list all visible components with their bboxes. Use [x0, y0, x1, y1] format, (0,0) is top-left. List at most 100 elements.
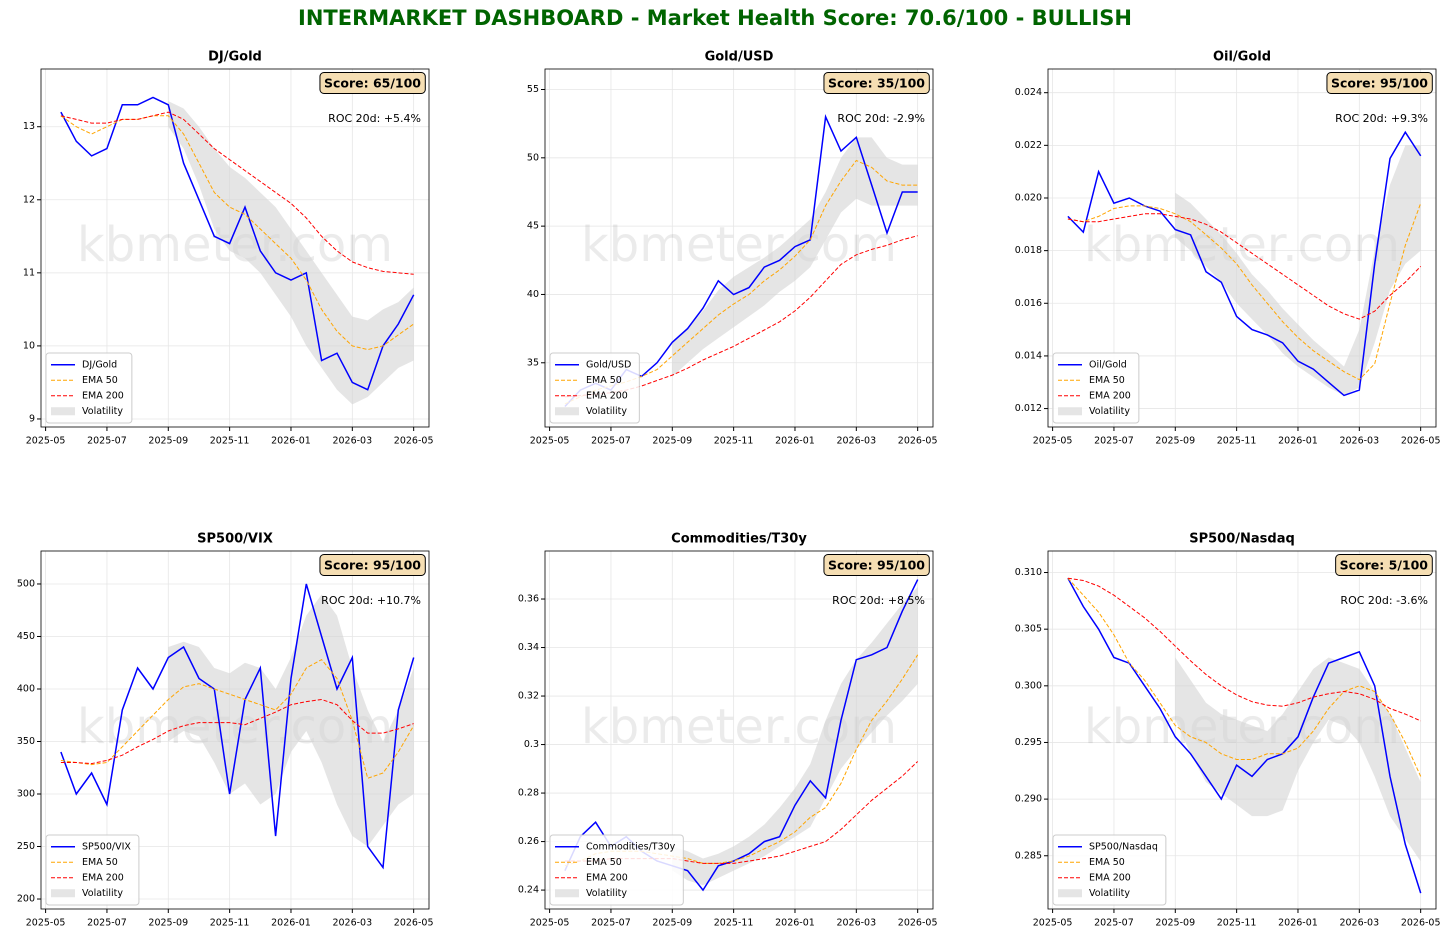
x-tick-label: 2026-05 [898, 436, 938, 447]
subplot-title: Commodities/T30y [671, 532, 807, 547]
y-tick-label: 12 [23, 194, 35, 205]
ema-line [60, 658, 415, 779]
legend-swatch [555, 407, 579, 416]
y-tick-label: 250 [17, 841, 35, 852]
y-tick-label: 0.285 [1015, 850, 1042, 861]
subplot: 2025-05 2025-07 2025-09 2025-11 2026-01 2026-… [1015, 50, 1441, 447]
legend-label: Volatility [82, 406, 123, 417]
ema-line [1067, 203, 1422, 381]
legend-box [549, 834, 684, 906]
ema-line [1067, 577, 1422, 777]
subplot-title: SP500/Nasdaq [1189, 532, 1295, 547]
x-tick-label: 2025-11 [210, 918, 250, 929]
x-tick-label: 2026-01 [1278, 918, 1318, 929]
legend-swatch [51, 889, 75, 898]
y-tick-label: 0.014 [1015, 350, 1042, 361]
x-tick-label: 2025-07 [87, 436, 127, 447]
x-tick-label: 2026-03 [332, 436, 372, 447]
legend-label: EMA 50 [82, 375, 118, 386]
x-tick-label: 2025-09 [1155, 918, 1195, 929]
x-tick-label: 2025-11 [714, 918, 754, 929]
y-tick-label: 0.36 [518, 594, 539, 605]
y-tick-label: 0.300 [1015, 680, 1042, 691]
y-tick-label: 300 [17, 789, 35, 800]
y-tick-label: 0.295 [1015, 737, 1042, 748]
y-tick-label: 0.020 [1015, 192, 1042, 203]
x-tick-label: 2025-09 [148, 436, 188, 447]
legend-label: EMA 50 [586, 375, 622, 386]
price-line [1067, 577, 1422, 894]
legend-label: EMA 50 [1089, 857, 1125, 868]
ema-line [60, 111, 414, 275]
subplot-title: Gold/USD [705, 50, 774, 65]
x-tick-label: 2025-05 [530, 436, 570, 447]
subplot: 2025-05 2025-07 2025-09 2025-11 2026-01 2026-… [23, 50, 434, 447]
x-tick-label: 2026-01 [1278, 436, 1318, 447]
y-tick-label: 0.305 [1015, 624, 1042, 635]
score-box [319, 72, 426, 94]
score-box [823, 72, 930, 94]
score-label: Score: 35/100 [828, 76, 925, 91]
y-tick-label: 0.28 [518, 788, 539, 799]
legend-label: EMA 200 [1089, 872, 1131, 883]
plot-frame [1047, 68, 1437, 428]
y-tick-label: 0.016 [1015, 298, 1042, 309]
score-label: Score: 95/100 [1331, 76, 1428, 91]
y-tick-label: 0.018 [1015, 245, 1042, 256]
y-tick-label: 35 [527, 357, 539, 368]
y-tick-label: 0.24 [518, 885, 539, 896]
subplot: 2025-05 2025-07 2025-09 2025-11 2026-01 2026-… [518, 532, 938, 929]
roc-label: ROC 20d: +5.4% [328, 112, 421, 125]
legend-swatch [1058, 407, 1082, 416]
x-tick-label: 2026-05 [394, 918, 434, 929]
legend-label: Volatility [82, 888, 123, 899]
plot-frame [40, 550, 430, 910]
y-tick-label: 0.290 [1015, 794, 1042, 805]
x-tick-label: 2026-03 [1339, 436, 1379, 447]
legend-label: SP500/Nasdaq [1089, 841, 1158, 852]
y-tick-label: 0.34 [518, 642, 539, 653]
legend-label: DJ/Gold [82, 359, 117, 370]
legend-label: Oil/Gold [1089, 359, 1127, 370]
legend-label: Volatility [1089, 888, 1130, 899]
y-tick-label: 0.024 [1015, 87, 1042, 98]
x-tick-label: 2025-09 [1155, 436, 1195, 447]
volatility-band [168, 594, 414, 847]
subplot: 2025-05 2025-07 2025-09 2025-11 2026-01 2026-… [17, 532, 434, 929]
y-tick-label: 0.310 [1015, 567, 1042, 578]
y-tick-label: 10 [23, 340, 35, 351]
legend-label: EMA 200 [82, 872, 124, 883]
score-box [319, 554, 426, 576]
legend-label: SP500/VIX [82, 841, 131, 852]
x-tick-label: 2025-09 [652, 436, 692, 447]
x-tick-label: 2026-05 [394, 436, 434, 447]
y-tick-label: 0.022 [1015, 140, 1042, 151]
x-tick-label: 2025-11 [714, 436, 754, 447]
y-tick-label: 11 [23, 267, 35, 278]
x-tick-label: 2025-07 [591, 436, 631, 447]
x-tick-label: 2025-05 [26, 918, 66, 929]
x-tick-label: 2025-09 [148, 918, 188, 929]
x-tick-label: 2025-05 [1033, 436, 1073, 447]
y-tick-label: 500 [17, 578, 35, 589]
roc-label: ROC 20d: +10.7% [321, 594, 421, 607]
legend-box [1052, 352, 1140, 424]
roc-label: ROC 20d: -2.9% [837, 112, 925, 125]
subplot: 2025-05 2025-07 2025-09 2025-11 2026-01 2026-… [1015, 532, 1441, 929]
y-tick-label: 200 [17, 894, 35, 905]
x-tick-label: 2025-07 [87, 918, 127, 929]
price-line [60, 583, 415, 870]
ema-line [1067, 213, 1422, 320]
subplot-title: Oil/Gold [1213, 50, 1271, 65]
score-label: Score: 95/100 [828, 558, 925, 573]
y-tick-label: 55 [527, 84, 539, 95]
roc-label: ROC 20d: +8.5% [832, 594, 925, 607]
x-tick-label: 2025-09 [652, 918, 692, 929]
x-tick-label: 2026-01 [775, 436, 815, 447]
x-tick-label: 2025-07 [591, 918, 631, 929]
x-tick-label: 2025-07 [1094, 436, 1134, 447]
legend-swatch [555, 889, 579, 898]
score-box [1326, 72, 1433, 94]
x-tick-label: 2025-11 [1217, 918, 1257, 929]
